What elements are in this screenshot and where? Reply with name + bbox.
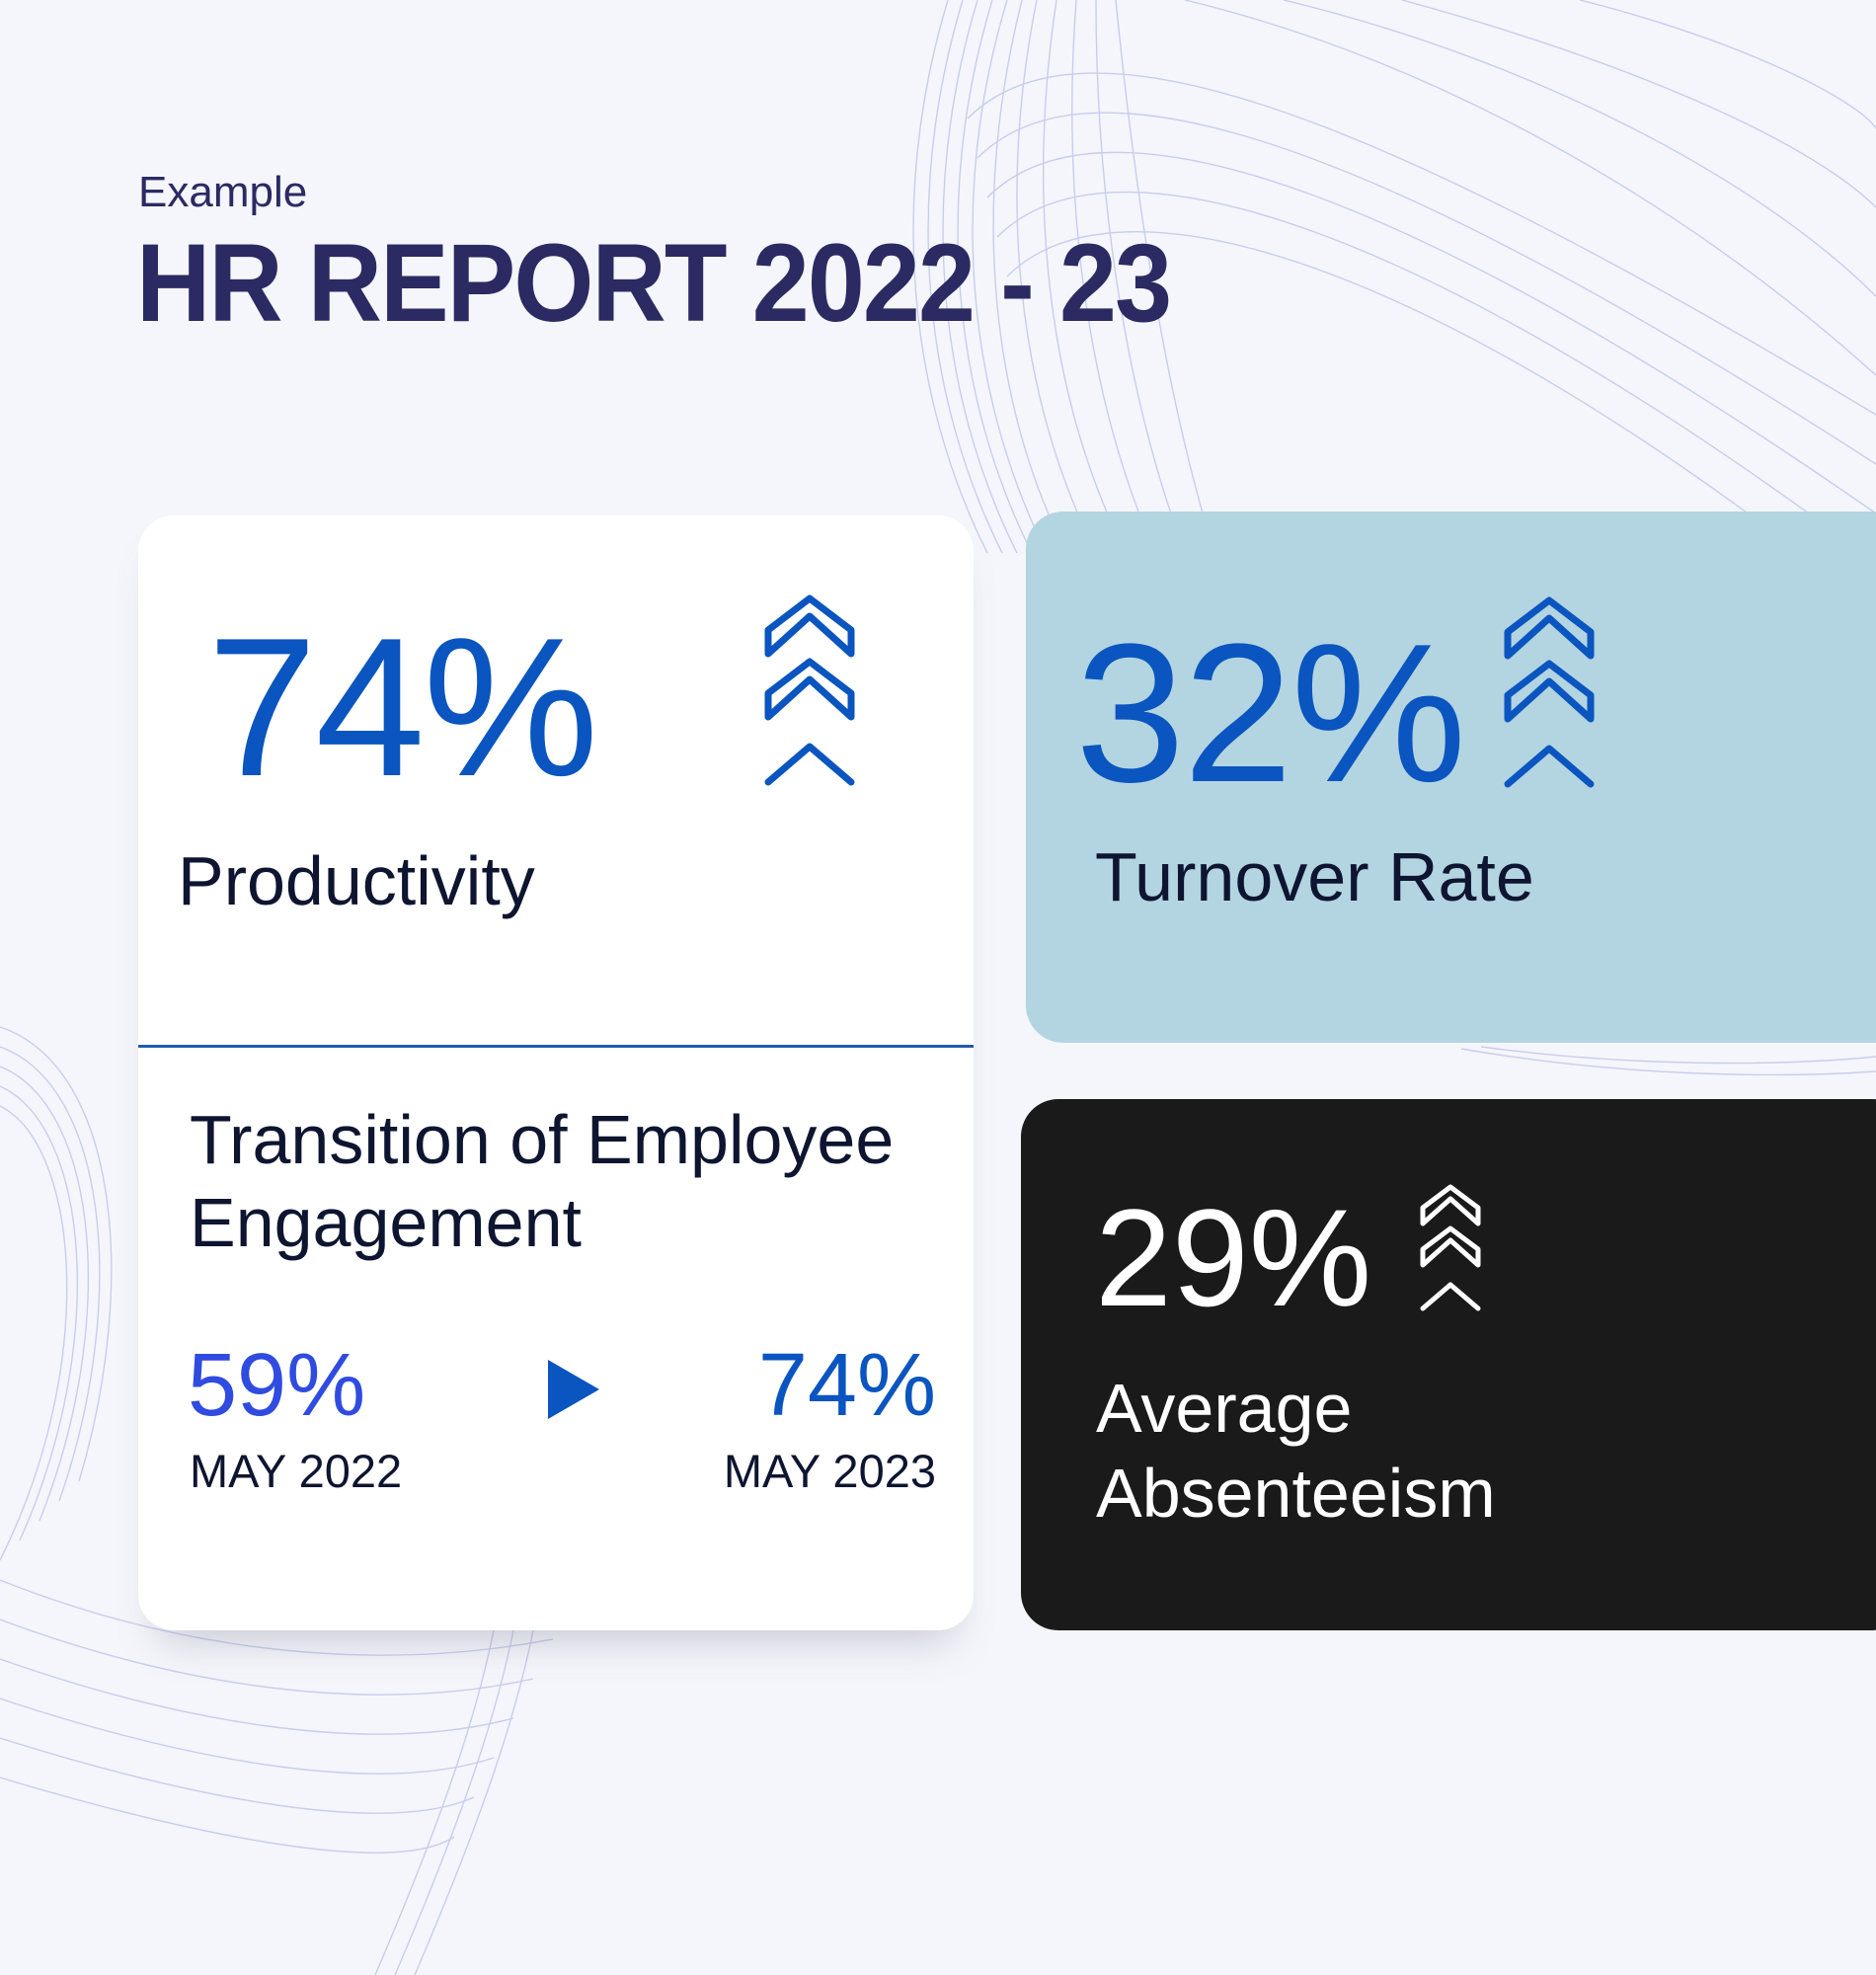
turnover-card: 32% Turnover Rate (1026, 512, 1876, 1043)
engagement-to-date: MAY 2023 (723, 1445, 936, 1497)
productivity-engagement-card: 74% Productivity Transition of Employee … (138, 515, 974, 1630)
card-divider (138, 1045, 974, 1048)
engagement-from-value: 59% (188, 1336, 366, 1435)
triple-chevron-up-icon (1504, 596, 1595, 788)
page-title: HR REPORT 2022 - 23 (136, 221, 1172, 345)
eyebrow-label: Example (138, 168, 308, 216)
engagement-title: Transition of Employee Engagement (190, 1101, 895, 1261)
turnover-label: Turnover Rate (1095, 838, 1534, 915)
triple-chevron-up-icon (764, 594, 855, 786)
triple-chevron-up-icon (1420, 1184, 1481, 1311)
absenteeism-value: 29% (1095, 1180, 1372, 1335)
absenteeism-card: 29% Average Absenteeism (1021, 1099, 1876, 1630)
absenteeism-label: Average Absenteeism (1096, 1370, 1496, 1532)
play-triangle-icon (548, 1360, 599, 1419)
engagement-to-value: 74% (757, 1336, 936, 1435)
productivity-label: Productivity (178, 842, 535, 919)
turnover-value: 32% (1075, 603, 1466, 824)
engagement-from-date: MAY 2022 (190, 1445, 403, 1497)
productivity-value: 74% (207, 597, 598, 818)
